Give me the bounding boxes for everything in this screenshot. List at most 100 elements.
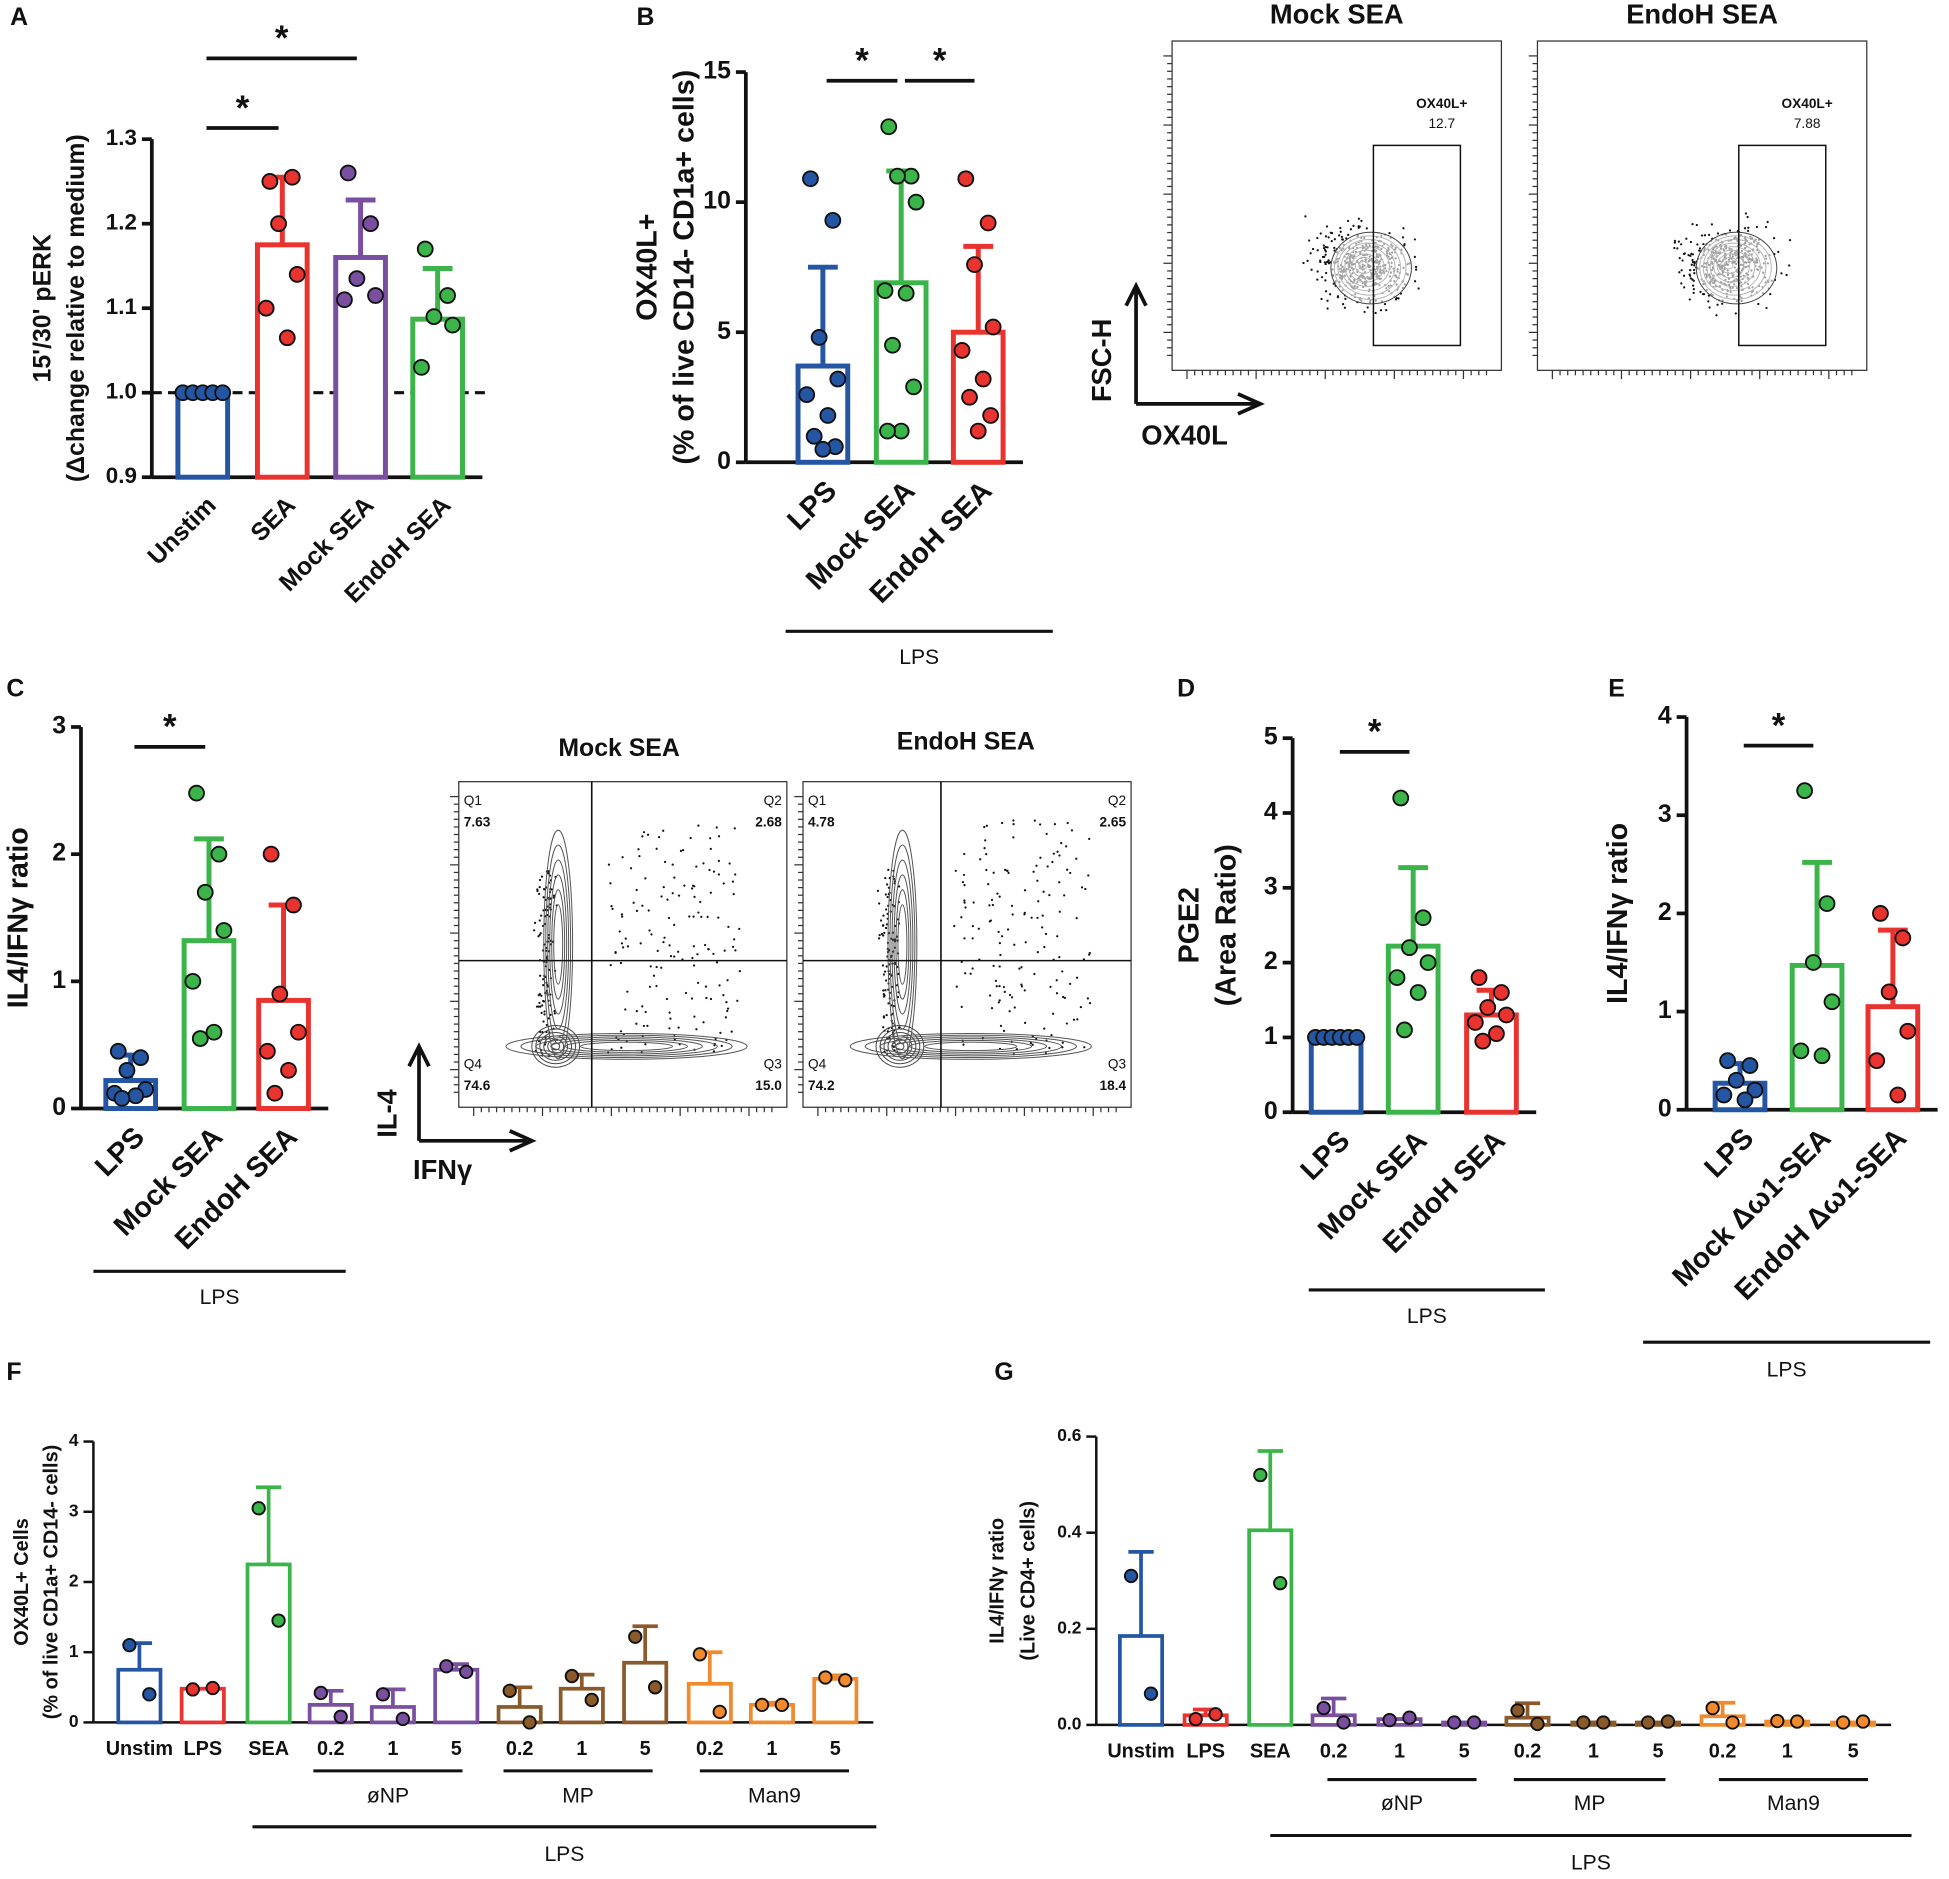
- event-dot: [1413, 280, 1417, 283]
- data-point: [214, 384, 232, 402]
- event-dot: [540, 875, 544, 878]
- event-dot: [704, 985, 708, 988]
- event-dot: [540, 1011, 543, 1014]
- x-tick-label: 0.2: [506, 1738, 534, 1760]
- event-dot: [1324, 245, 1327, 249]
- event-dot: [1680, 282, 1683, 285]
- data-point: [1470, 969, 1488, 986]
- event-dot: [650, 933, 653, 936]
- event-dot: [883, 994, 886, 997]
- event-dot: [1699, 290, 1702, 294]
- significance-label: *: [275, 20, 289, 58]
- y-tick-label: 5: [1264, 724, 1278, 751]
- data-point: [113, 1089, 131, 1107]
- event-dot: [538, 878, 542, 882]
- data-point: [1836, 1715, 1851, 1730]
- event-dot: [954, 869, 957, 872]
- event-dot: [667, 916, 671, 920]
- event-dot: [647, 909, 650, 912]
- event-dot: [1333, 238, 1336, 241]
- contour: [545, 844, 572, 1045]
- event-dot: [610, 904, 613, 908]
- significance-label: *: [933, 43, 947, 81]
- event-dot: [635, 1009, 638, 1013]
- event-dot: [1080, 886, 1084, 889]
- event-dot: [883, 931, 886, 935]
- data-point: [1388, 969, 1406, 986]
- event-dot: [1041, 914, 1044, 917]
- event-dot: [692, 915, 695, 918]
- event-dot: [1310, 268, 1313, 271]
- significance-label: *: [1368, 714, 1382, 752]
- event-dot: [662, 941, 665, 944]
- y-tick-label: 4: [1264, 799, 1278, 826]
- bar: [1764, 1719, 1811, 1727]
- event-dot: [689, 836, 692, 840]
- data-point: [1419, 954, 1437, 972]
- event-dot: [1678, 256, 1681, 260]
- event-dot: [1008, 1010, 1011, 1013]
- data-point: [257, 299, 275, 317]
- data-point: [1208, 1707, 1223, 1722]
- event-dot: [1322, 247, 1326, 250]
- data-point: [1396, 1021, 1413, 1039]
- event-dot: [1020, 983, 1023, 986]
- event-dot: [1013, 943, 1016, 946]
- event-dot: [646, 1024, 649, 1027]
- event-dot: [1403, 243, 1406, 246]
- bar: [1182, 1713, 1229, 1727]
- event-dot: [693, 1015, 696, 1018]
- contour: [894, 1038, 1048, 1055]
- event-dot: [1691, 223, 1694, 226]
- event-dot: [665, 997, 669, 1001]
- event-dot: [546, 872, 550, 875]
- data-point: [1316, 1700, 1331, 1716]
- event-dot: [991, 903, 994, 907]
- event-dot: [655, 984, 658, 988]
- event-dot: [960, 916, 963, 919]
- event-dot: [1413, 238, 1416, 241]
- x-tick-label: 5: [451, 1738, 462, 1760]
- event-dot: [1388, 232, 1391, 235]
- event-dot: [1769, 292, 1772, 296]
- event-dot: [1043, 945, 1046, 949]
- data-point: [285, 896, 302, 914]
- event-dot: [644, 877, 647, 880]
- y-tick-label: 2: [1264, 948, 1278, 975]
- contour: [505, 1032, 748, 1060]
- data-point: [215, 922, 233, 939]
- data-point: [283, 168, 301, 186]
- event-dot: [990, 1006, 994, 1010]
- event-dot: [1402, 227, 1405, 230]
- data-point: [1855, 1714, 1871, 1729]
- group-label: MP: [1574, 1792, 1606, 1815]
- group-label: øNP: [367, 1785, 409, 1808]
- event-dot: [1329, 293, 1332, 296]
- event-dot: [1755, 225, 1758, 229]
- event-dot: [620, 942, 624, 945]
- data-point: [1823, 993, 1841, 1011]
- event-dot: [663, 860, 667, 864]
- event-dot: [656, 949, 659, 952]
- event-dot: [697, 824, 700, 827]
- data-point: [1889, 1086, 1907, 1104]
- event-dot: [712, 952, 715, 955]
- panel: F 0 1 2 3 4 OX40L+ Cells (% of live CD1a+ CD14-…: [6, 1359, 877, 1866]
- data-point: [969, 422, 987, 440]
- event-dot: [977, 927, 980, 930]
- event-dot: [1031, 1043, 1034, 1046]
- y-tick-label: 0.2: [1057, 1617, 1081, 1637]
- event-dot: [992, 871, 995, 874]
- y-tick-label: 0: [1658, 1095, 1672, 1122]
- event-dot: [1693, 272, 1696, 275]
- event-dot: [1677, 240, 1680, 243]
- data-point: [196, 883, 214, 901]
- data-point: [339, 164, 357, 182]
- event-dot: [662, 829, 665, 832]
- event-dot: [1324, 262, 1327, 266]
- quadrant-value: 15.0: [755, 1078, 782, 1093]
- event-dot: [715, 961, 719, 964]
- event-dot: [877, 937, 881, 940]
